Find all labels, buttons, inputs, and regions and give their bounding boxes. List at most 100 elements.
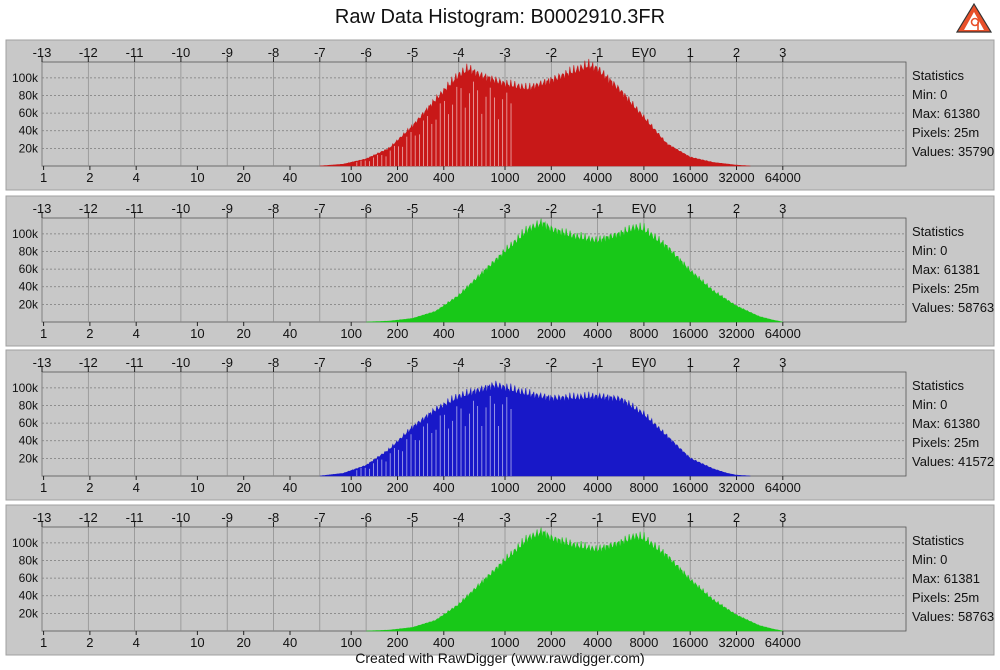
stats-max: Max: 61380 [912, 106, 980, 121]
value-tick-label: 100 [340, 635, 362, 650]
stats-max: Max: 61381 [912, 571, 980, 586]
value-tick-label: 10 [190, 480, 204, 495]
stats-heading: Statistics [912, 68, 965, 83]
ev-tick-label: -6 [360, 45, 372, 60]
ev-tick-label: -2 [546, 355, 558, 370]
ev-tick-label: -7 [314, 355, 326, 370]
ev-tick-label: -13 [33, 201, 52, 216]
ev-tick-label: -1 [592, 510, 604, 525]
ev-tick-label: -1 [592, 355, 604, 370]
ev-tick-label: -4 [453, 201, 465, 216]
ev-tick-label: -1 [592, 45, 604, 60]
stats-values: Values: 41572 [912, 454, 994, 469]
y-tick-label: 100k [12, 381, 39, 395]
y-tick-label: 40k [19, 124, 39, 138]
ev-tick-label: -3 [499, 355, 511, 370]
value-tick-label: 4000 [583, 480, 612, 495]
y-tick-label: 100k [12, 536, 39, 550]
value-tick-label: 2 [86, 326, 93, 341]
ev-tick-label: -2 [546, 510, 558, 525]
y-tick-label: 40k [19, 280, 39, 294]
value-tick-label: 100 [340, 326, 362, 341]
ev-tick-label: -2 [546, 45, 558, 60]
ev-tick-label: -10 [172, 45, 191, 60]
value-tick-label: 2000 [537, 635, 566, 650]
value-tick-label: 8000 [629, 326, 658, 341]
stats-values: Values: 58763 [912, 609, 994, 624]
ev-tick-label: -10 [172, 510, 191, 525]
value-tick-label: 10 [190, 326, 204, 341]
value-tick-label: 20 [236, 326, 250, 341]
stats-pixels: Pixels: 25m [912, 435, 979, 450]
ev-tick-label: EV0 [632, 510, 657, 525]
ev-tick-label: -7 [314, 201, 326, 216]
value-tick-label: 10 [190, 170, 204, 185]
ev-tick-label: 1 [687, 45, 694, 60]
value-tick-label: 4000 [583, 635, 612, 650]
y-tick-label: 20k [19, 141, 39, 155]
value-tick-label: 16000 [672, 170, 708, 185]
page-title: Raw Data Histogram: B0002910.3FR [334, 6, 666, 28]
value-tick-label: 4 [133, 635, 140, 650]
value-tick-label: 400 [433, 635, 455, 650]
histogram-area-green [366, 218, 783, 323]
value-tick-label: 400 [433, 326, 455, 341]
y-tick-label: 20k [19, 606, 39, 620]
ev-tick-label: -3 [499, 510, 511, 525]
y-tick-label: 60k [19, 416, 39, 430]
value-tick-label: 1000 [491, 326, 520, 341]
ev-tick-label: -5 [407, 355, 419, 370]
value-tick-label: 2000 [537, 326, 566, 341]
ev-tick-label: -10 [172, 201, 191, 216]
ev-tick-label: -6 [360, 201, 372, 216]
ev-tick-label: -6 [360, 355, 372, 370]
value-tick-label: 2 [86, 170, 93, 185]
stats-min: Min: 0 [912, 87, 947, 102]
value-tick-label: 20 [236, 170, 250, 185]
ev-tick-label: -12 [79, 510, 98, 525]
y-tick-label: 20k [19, 297, 39, 311]
value-tick-label: 2000 [537, 170, 566, 185]
value-tick-label: 2000 [537, 480, 566, 495]
ev-tick-label: 2 [733, 201, 740, 216]
ev-tick-label: 3 [779, 510, 786, 525]
ev-tick-label: EV0 [632, 201, 657, 216]
ev-tick-label: -12 [79, 355, 98, 370]
ev-tick-label: -12 [79, 201, 98, 216]
ev-tick-label: -13 [33, 355, 52, 370]
ev-tick-label: EV0 [632, 45, 657, 60]
value-tick-label: 16000 [672, 480, 708, 495]
value-tick-label: 100 [340, 480, 362, 495]
ev-tick-label: -8 [268, 355, 280, 370]
value-tick-label: 400 [433, 480, 455, 495]
ev-tick-label: -11 [126, 201, 144, 216]
ev-tick-label: -12 [79, 45, 98, 60]
value-tick-label: 100 [340, 170, 362, 185]
value-tick-label: 64000 [765, 480, 801, 495]
ev-tick-label: -11 [126, 355, 144, 370]
value-tick-label: 64000 [765, 170, 801, 185]
stats-heading: Statistics [912, 533, 965, 548]
ev-tick-label: -11 [126, 45, 144, 60]
value-tick-label: 8000 [629, 480, 658, 495]
ev-tick-label: -13 [33, 510, 52, 525]
ev-tick-label: 2 [733, 45, 740, 60]
value-tick-label: 40 [283, 635, 297, 650]
value-tick-label: 32000 [718, 635, 754, 650]
stats-pixels: Pixels: 25m [912, 281, 979, 296]
y-tick-label: 80k [19, 88, 39, 102]
ev-tick-label: -13 [33, 45, 52, 60]
value-tick-label: 1 [40, 326, 47, 341]
y-tick-label: 60k [19, 571, 39, 585]
ev-tick-label: -9 [221, 355, 233, 370]
value-tick-label: 1000 [491, 480, 520, 495]
y-tick-label: 60k [19, 262, 39, 276]
stats-min: Min: 0 [912, 397, 947, 412]
value-tick-label: 40 [283, 480, 297, 495]
ev-tick-label: -9 [221, 510, 233, 525]
ev-tick-label: EV0 [632, 355, 657, 370]
value-tick-label: 1 [40, 635, 47, 650]
stats-min: Min: 0 [912, 243, 947, 258]
